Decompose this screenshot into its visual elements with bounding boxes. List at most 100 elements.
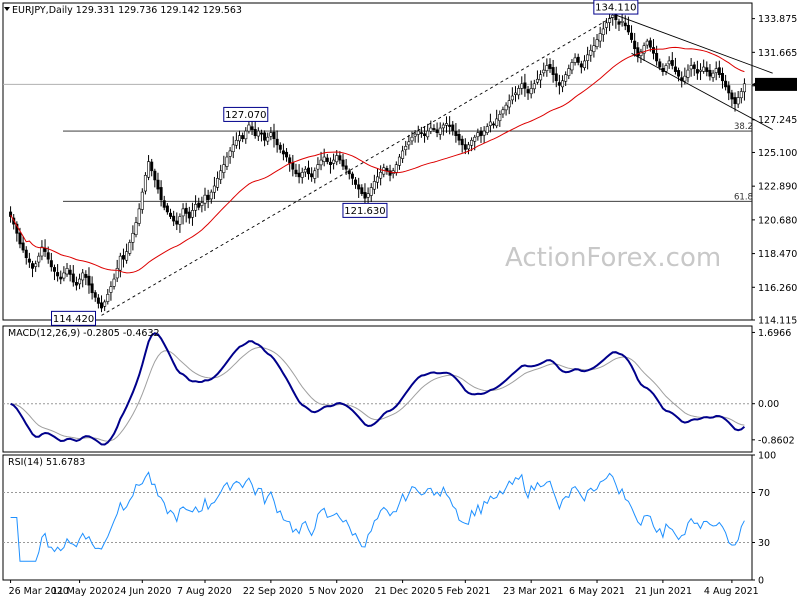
candle-body: [620, 21, 624, 23]
fib-label-38.2: 38.2: [734, 122, 753, 132]
candle-body: [542, 69, 546, 74]
candle-body: [466, 144, 470, 150]
candle-body: [366, 193, 370, 198]
rsi-title: RSI(14) 51.6783: [8, 457, 85, 468]
price-ytick-label: 127.245: [758, 115, 797, 126]
candle-body: [216, 178, 220, 188]
candle-body: [212, 185, 216, 193]
candle-body: [529, 88, 533, 95]
candle-body: [118, 255, 122, 271]
price-title: EURJPY,Daily 129.331 129.736 129.142 129…: [12, 5, 242, 16]
candle-body: [103, 301, 107, 307]
candle-body: [225, 156, 229, 167]
label-121630-box: [342, 202, 388, 218]
xtick-label: 7 Aug 2020: [177, 586, 232, 597]
candle-body: [498, 114, 502, 122]
candle-body: [495, 118, 499, 127]
candle-body: [109, 286, 113, 293]
candle-body: [184, 207, 188, 214]
candle-body: [316, 164, 320, 170]
candle-body: [128, 242, 132, 254]
fib-label-61.8: 61.8: [734, 192, 753, 202]
candle-body: [426, 130, 430, 138]
label-127070: 127.070: [225, 110, 266, 121]
candle-body: [564, 74, 568, 82]
candle-body: [131, 232, 135, 243]
candle-body: [357, 184, 361, 190]
macd-ytick-label: -0.8602: [758, 435, 795, 446]
candle-body: [454, 131, 458, 136]
candle-body: [435, 129, 439, 133]
macd-title: MACD(12,26,9) -0.2805 -0.4632: [8, 328, 160, 339]
candle-body: [535, 78, 539, 83]
candle-body: [272, 131, 276, 140]
candle-body: [742, 83, 746, 93]
candle-body: [203, 194, 207, 204]
candle-body: [181, 208, 185, 217]
candle-body: [513, 92, 517, 95]
candle-body: [677, 70, 681, 77]
price-ytick-label: 118.470: [758, 249, 797, 260]
candle-body: [200, 202, 204, 206]
candle-body: [648, 40, 652, 48]
candle-body: [488, 121, 492, 126]
last-price-label: 129.563: [756, 80, 795, 91]
candle-body: [62, 272, 66, 279]
candle-body: [18, 232, 22, 245]
candle-body: [667, 60, 671, 65]
candle-body: [231, 144, 235, 152]
candle-body: [589, 49, 593, 56]
candle-body: [288, 157, 292, 164]
candle-body: [551, 67, 555, 75]
candle-body: [604, 22, 608, 28]
candle-body: [658, 61, 662, 68]
candle-body: [567, 68, 571, 76]
candle-body: [673, 66, 677, 72]
rsi-ytick-label: 100: [758, 451, 776, 462]
candle-body: [307, 167, 311, 175]
price-ytick-label: 120.680: [758, 215, 797, 226]
candle-body: [633, 40, 637, 50]
candle-body: [341, 159, 345, 167]
candle-body: [134, 222, 138, 235]
candle-body: [576, 56, 580, 63]
candle-body: [266, 136, 270, 142]
candle-body: [702, 66, 706, 72]
low-label-box: [51, 310, 97, 326]
candle-body: [429, 127, 433, 132]
candle-body: [473, 136, 477, 142]
candle-body: [310, 173, 314, 178]
candle-body: [457, 133, 461, 141]
candle-body: [401, 150, 405, 159]
candle-body: [24, 249, 28, 258]
candle-body: [394, 164, 398, 173]
candle-body: [147, 161, 151, 178]
candle-body: [96, 297, 100, 304]
candle-body: [328, 161, 332, 165]
candle-body: [623, 22, 627, 27]
candle-body: [626, 24, 630, 33]
candle-body: [463, 144, 467, 150]
xtick-label: 26 Mar 2020: [9, 586, 69, 597]
candle-body: [244, 130, 248, 140]
candle-body: [90, 283, 94, 294]
xtick-label: 22 Sep 2020: [243, 586, 303, 597]
candle-body: [222, 164, 226, 173]
candle-body: [545, 65, 549, 71]
candle-body: [319, 159, 323, 166]
candle-body: [705, 67, 709, 72]
rsi-ytick-label: 70: [758, 488, 770, 499]
candle-body: [595, 39, 599, 47]
candle-body: [209, 191, 213, 200]
candle-body: [636, 47, 640, 57]
xtick-label: 5 Nov 2020: [309, 586, 364, 597]
candle-body: [413, 133, 417, 137]
candle-body: [451, 124, 455, 132]
candle-body: [49, 260, 53, 268]
watermark: ActionForex.com: [505, 243, 721, 273]
candle-body: [206, 194, 210, 201]
candle-body: [460, 138, 464, 146]
candle-body: [187, 211, 191, 219]
xtick-label: 4 Aug 2021: [704, 586, 759, 597]
